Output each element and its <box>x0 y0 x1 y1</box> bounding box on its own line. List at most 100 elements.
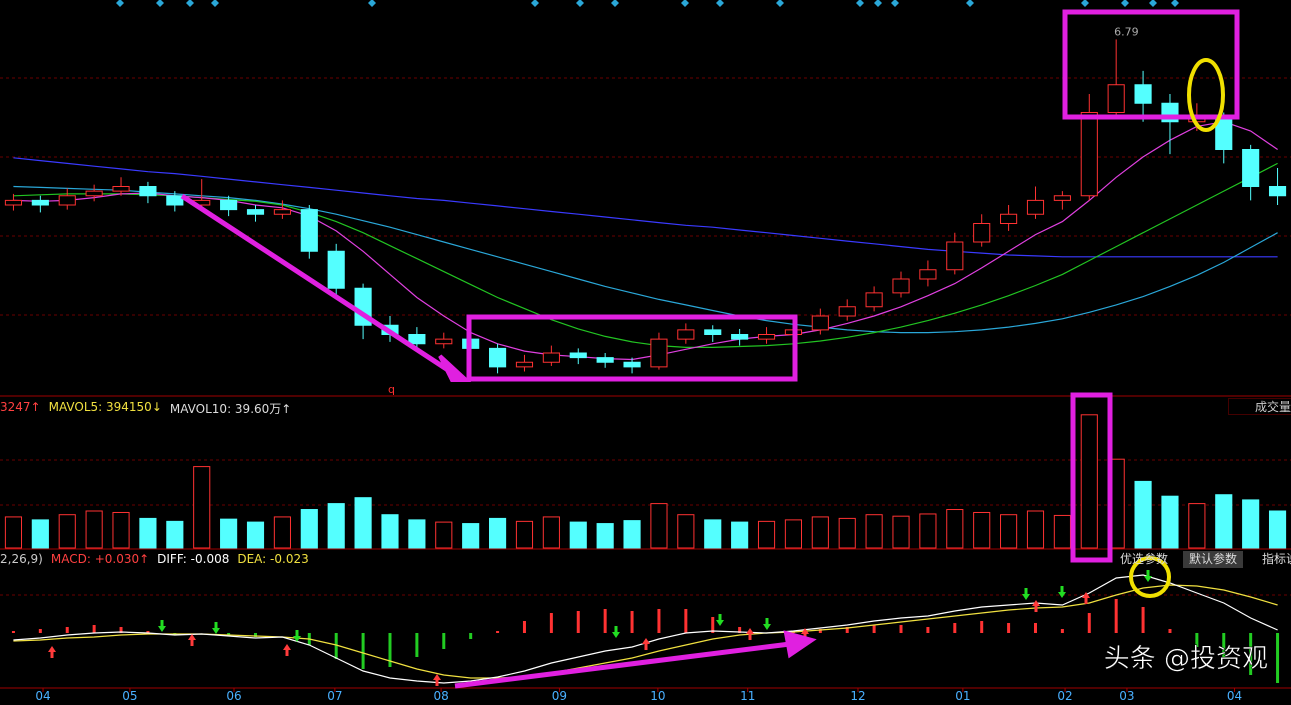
candle-body <box>1080 112 1098 197</box>
legend-item: DIFF: -0.008 <box>157 552 230 566</box>
macd-bar <box>522 621 526 633</box>
volume-bar <box>193 466 211 549</box>
candle-body <box>4 199 23 206</box>
param-button[interactable]: 优选参数 <box>1120 552 1169 566</box>
param-button[interactable]: 默认参数 <box>1183 551 1244 568</box>
volume-bar <box>1242 499 1260 549</box>
candle-body <box>327 250 345 289</box>
volume-bar <box>650 503 668 549</box>
macd-bar <box>1195 633 1199 647</box>
candle-body <box>85 190 103 197</box>
legend-item: MAVOL10: 39.60万↑ <box>169 402 292 416</box>
volume-bar <box>542 516 560 549</box>
candle-body <box>58 195 76 206</box>
volume-bar <box>838 517 856 549</box>
candle-body <box>246 209 265 215</box>
macd-bar <box>818 629 822 633</box>
volume-bar <box>273 516 291 549</box>
macd-bar <box>576 611 580 633</box>
macd-bar <box>1249 633 1253 675</box>
volume-bar <box>865 514 883 549</box>
macd-bar <box>146 631 150 633</box>
moving-average <box>13 157 1278 258</box>
macd-bar <box>657 609 661 633</box>
candle-body <box>542 352 560 363</box>
macd-bar <box>65 627 69 633</box>
volume-bar <box>327 503 345 549</box>
x-tick-label: 02 <box>1057 689 1072 703</box>
volume-bar <box>596 523 614 549</box>
volume-bar <box>946 509 964 549</box>
macd-bar <box>1007 623 1011 633</box>
candle-body <box>166 195 184 206</box>
x-tick-label: 04 <box>1227 689 1242 703</box>
candle-body <box>731 334 749 340</box>
volume-bar <box>462 523 480 549</box>
legend-item: 3247↑ <box>0 400 41 414</box>
macd-bar <box>496 631 500 633</box>
macd-bar <box>1060 629 1064 633</box>
moving-average <box>13 162 1278 348</box>
legend-item: DEA: -0.023 <box>237 552 309 566</box>
candle-body <box>892 278 910 294</box>
volume-bar <box>1215 494 1233 549</box>
legend-item: MAVOL5: 394150↓ <box>48 400 162 414</box>
macd-bar <box>38 629 42 633</box>
volume-bar <box>31 519 49 549</box>
macd-bar <box>442 633 446 649</box>
candle-body <box>1026 199 1045 215</box>
x-tick-label: 10 <box>650 689 665 703</box>
volume-bar <box>354 497 372 549</box>
annotation: q <box>388 383 395 396</box>
candle-body <box>1053 195 1071 201</box>
candle-body <box>1268 186 1287 197</box>
macd-bar <box>361 633 365 669</box>
candle-body <box>569 352 587 359</box>
volume-bar <box>220 518 238 549</box>
macd-bar <box>334 633 338 659</box>
volume-bar <box>112 511 130 549</box>
candle-body <box>435 338 453 345</box>
volume-bar <box>1268 510 1287 549</box>
volume-bar <box>1134 480 1152 549</box>
macd-bar <box>738 627 742 633</box>
param-button[interactable]: 指标说明 <box>1262 552 1291 566</box>
macd-bar <box>415 633 419 657</box>
x-tick-label: 05 <box>122 689 137 703</box>
volume-bar <box>381 514 399 549</box>
volume-bar <box>139 517 157 549</box>
volume-bar <box>569 521 587 549</box>
annotations <box>180 9 1240 689</box>
candle-body <box>112 186 130 192</box>
candle-body <box>946 241 964 271</box>
volume-bar <box>784 519 802 549</box>
volume-bar <box>677 514 695 549</box>
volume-bar <box>623 520 641 549</box>
candle-body <box>973 223 991 243</box>
volume-bar <box>1026 510 1045 549</box>
macd-bar <box>1141 607 1145 633</box>
volume-legend: 3247↑ MAVOL5: 394150↓ MAVOL10: 39.60万↑ <box>0 400 291 417</box>
volume-bar <box>704 519 722 549</box>
volume-bar <box>246 521 265 549</box>
candle-body <box>1242 149 1260 187</box>
candle-body <box>919 269 937 280</box>
macd-bar <box>469 633 473 639</box>
legend-item: 2,26,9) <box>0 552 43 566</box>
macd-bar <box>926 627 930 633</box>
macd-bar <box>388 633 392 667</box>
candle-body <box>515 361 534 368</box>
data-layer: 6.79 q 04 05 06 07 08 09 10 11 12 01 02 03 04 <box>4 25 1287 703</box>
moving-average <box>13 185 1278 334</box>
x-tick-label: 08 <box>433 689 448 703</box>
volume-bar <box>408 519 426 549</box>
dea-line <box>13 584 1278 679</box>
volume-bar <box>919 513 937 549</box>
macd-bar <box>549 613 553 633</box>
x-tick-label: 09 <box>552 689 567 703</box>
macd-bar <box>711 617 715 633</box>
signal-diamonds <box>116 0 1179 7</box>
macd-bar <box>1168 629 1172 633</box>
